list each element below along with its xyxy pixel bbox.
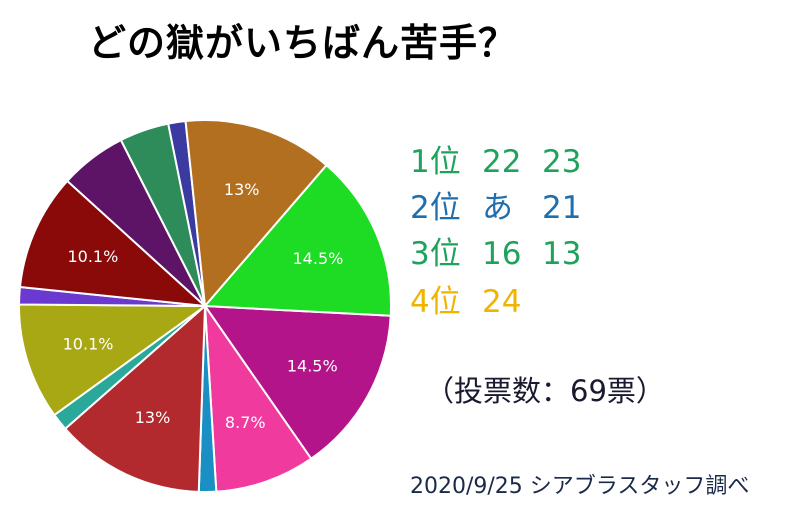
- rank-value: 13: [542, 236, 582, 272]
- pie-slice: [203, 304, 392, 461]
- rank-label: 2位: [410, 190, 461, 226]
- pie-slice: [184, 119, 328, 309]
- ranking-row-1: 1位 22 23: [410, 136, 581, 181]
- pie-slice: [202, 163, 392, 317]
- pie-slice: [63, 303, 207, 493]
- rank-label: 3位: [410, 236, 461, 272]
- slice-label: 10.1%: [67, 247, 118, 266]
- pie-slice: [18, 179, 208, 308]
- ranking-row-2: 2位あ 21: [410, 182, 581, 227]
- chart-title: どの獄がいちばん苦手？: [88, 21, 518, 65]
- rank-value: 23: [542, 144, 582, 180]
- rank-label: 1位: [410, 144, 461, 180]
- slice-label: 14.5%: [287, 357, 338, 376]
- slice-label: 8.7%: [225, 413, 266, 432]
- vote-count: （投票数：69票）: [425, 374, 665, 408]
- pie-slice: [18, 303, 209, 417]
- ranking-row-3: 3位 16 13: [410, 228, 581, 273]
- slice-label: 10.1%: [63, 334, 114, 353]
- source-credit: 2020/9/25 シアブラスタッフ調べ: [410, 474, 750, 499]
- slice-label: 13%: [135, 408, 171, 427]
- pie-chart: 14.5% 8.7% 13% 10.1% 10.1% 13% 14.5%: [17, 119, 392, 493]
- rank-value: 16: [482, 236, 522, 272]
- pie-slice: [203, 302, 313, 493]
- slice-label: 13%: [224, 180, 260, 199]
- rank-label: 4位: [410, 284, 461, 320]
- ranking-row-4: 4位 24: [410, 276, 542, 321]
- rank-value: 24: [482, 284, 522, 320]
- slice-label: 14.5%: [293, 249, 344, 268]
- rank-value: あ: [482, 190, 513, 226]
- rank-value: 22: [482, 144, 522, 180]
- rank-value: 21: [542, 190, 582, 226]
